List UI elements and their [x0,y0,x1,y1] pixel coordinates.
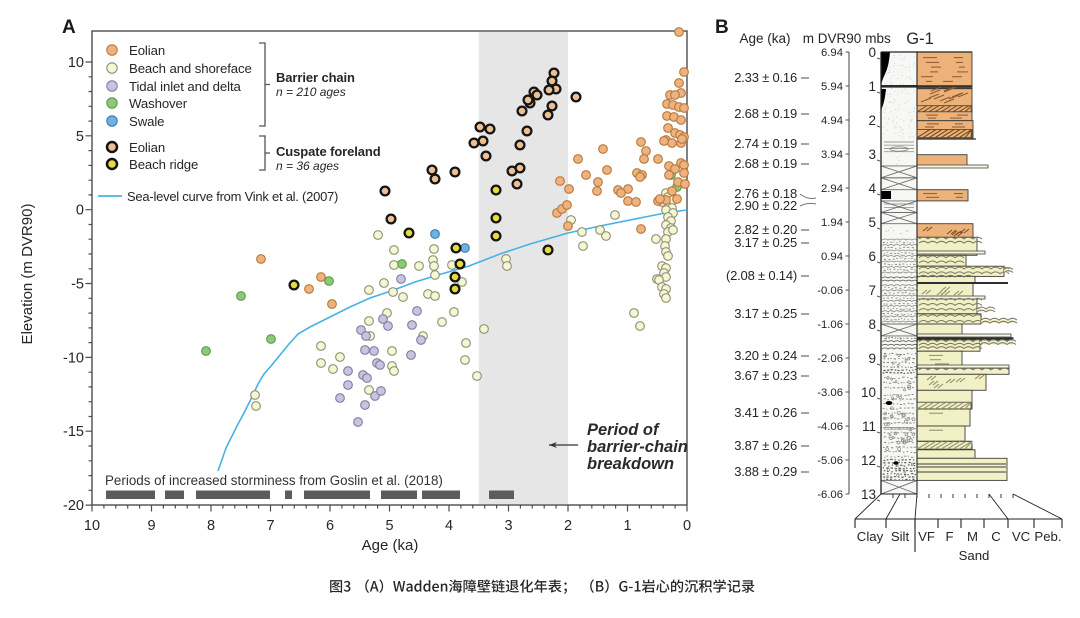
svg-text:Eolian: Eolian [129,43,165,58]
svg-text:2.68 ± 0.19: 2.68 ± 0.19 [734,106,797,121]
svg-text:8: 8 [207,518,215,534]
svg-text:-4.06: -4.06 [817,421,843,433]
svg-text:Period of: Period of [587,421,660,439]
svg-text:C: C [991,529,1001,544]
svg-text:12: 12 [861,453,876,468]
svg-text:3.88 ± 0.29: 3.88 ± 0.29 [734,464,797,479]
svg-text:n = 210 ages: n = 210 ages [276,85,346,99]
svg-text:VC: VC [1012,529,1031,544]
svg-text:1.94: 1.94 [821,217,843,229]
svg-text:4: 4 [445,518,453,534]
svg-text:-3.06: -3.06 [817,387,843,399]
svg-text:0: 0 [868,45,876,60]
svg-text:11: 11 [862,419,876,434]
svg-text:-6.06: -6.06 [817,489,843,501]
svg-text:Age (ka): Age (ka) [739,31,790,46]
svg-text:Cuspate foreland: Cuspate foreland [276,144,381,159]
svg-text:3: 3 [868,147,876,162]
svg-text:Eolian: Eolian [129,140,165,155]
svg-text:Elevation (m DVR90): Elevation (m DVR90) [19,204,36,345]
svg-text:Age (ka): Age (ka) [362,537,419,554]
svg-text:-20: -20 [63,498,84,514]
svg-text:3.17 ± 0.25: 3.17 ± 0.25 [734,235,797,250]
svg-text:F: F [945,529,953,544]
svg-text:Sand: Sand [959,548,990,563]
svg-text:m DVR90: m DVR90 [803,31,862,46]
svg-text:3.17 ± 0.25: 3.17 ± 0.25 [734,306,797,321]
svg-text:3.94: 3.94 [821,149,843,161]
svg-text:6.94: 6.94 [821,47,843,59]
svg-text:-2.06: -2.06 [817,353,843,365]
svg-text:M: M [967,529,978,544]
svg-text:-10: -10 [63,350,84,366]
svg-text:A: A [62,17,76,38]
svg-text:0.94: 0.94 [821,251,843,263]
svg-text:barrier-chain: barrier-chain [587,438,688,456]
svg-text:5.94: 5.94 [821,81,843,93]
svg-text:0: 0 [76,203,84,219]
svg-text:breakdown: breakdown [587,455,674,473]
svg-text:Peb.: Peb. [1034,529,1061,544]
svg-text:10: 10 [861,385,876,400]
svg-text:2.76 ± 0.18: 2.76 ± 0.18 [734,186,797,201]
svg-text:6: 6 [868,249,876,264]
svg-text:Beach and shoreface: Beach and shoreface [129,61,252,76]
svg-text:4.94: 4.94 [821,115,843,127]
svg-text:2: 2 [564,518,572,534]
svg-text:Tidal inlet and delta: Tidal inlet and delta [129,79,242,94]
svg-text:3.41 ± 0.26: 3.41 ± 0.26 [734,405,797,420]
svg-text:1: 1 [623,518,631,534]
svg-text:5: 5 [76,129,84,145]
svg-text:2.74 ± 0.19: 2.74 ± 0.19 [734,136,797,151]
svg-text:(2.08 ± 0.14): (2.08 ± 0.14) [726,268,797,283]
svg-text:7: 7 [266,518,274,534]
svg-text:-15: -15 [63,424,84,440]
svg-text:3.20 ± 0.24: 3.20 ± 0.24 [734,348,797,363]
svg-text:3: 3 [504,518,512,534]
svg-text:G-1: G-1 [906,30,934,48]
svg-text:2: 2 [868,113,876,128]
svg-text:2.90 ± 0.22: 2.90 ± 0.22 [734,198,797,213]
svg-text:Swale: Swale [129,114,164,129]
svg-text:Washover: Washover [129,96,188,111]
svg-text:-5.06: -5.06 [817,455,843,467]
svg-text:1: 1 [868,79,876,94]
svg-text:8: 8 [868,317,876,332]
svg-text:Barrier chain: Barrier chain [276,70,355,85]
svg-text:n = 36 ages: n = 36 ages [276,159,339,173]
svg-text:5: 5 [868,215,876,230]
svg-text:Silt: Silt [891,529,910,544]
svg-text:Clay: Clay [857,529,884,544]
svg-text:Sea-level curve from Vink et a: Sea-level curve from Vink et al. (2007) [127,189,338,204]
svg-text:Beach ridge: Beach ridge [129,157,198,172]
svg-text:Periods of increased stormines: Periods of increased storminess from Gos… [105,473,443,488]
svg-text:5: 5 [385,518,393,534]
svg-text:3.87 ± 0.26: 3.87 ± 0.26 [734,438,797,453]
svg-text:mbs: mbs [865,31,891,46]
svg-text:7: 7 [868,283,876,298]
svg-text:2.33 ± 0.16: 2.33 ± 0.16 [734,70,797,85]
svg-text:2.82 ± 0.20: 2.82 ± 0.20 [734,222,797,237]
svg-text:13: 13 [861,487,876,502]
svg-text:6: 6 [326,518,334,534]
svg-text:9: 9 [868,351,876,366]
svg-text:4: 4 [868,181,876,196]
svg-text:3.67 ± 0.23: 3.67 ± 0.23 [734,368,797,383]
svg-text:10: 10 [68,55,84,71]
svg-text:2.94: 2.94 [821,183,843,195]
svg-text:-5: -5 [71,277,84,293]
svg-text:-1.06: -1.06 [817,319,843,331]
svg-text:9: 9 [147,518,155,534]
svg-text:0: 0 [683,518,691,534]
svg-text:VF: VF [918,529,935,544]
svg-text:-0.06: -0.06 [817,285,843,297]
svg-text:2.68 ± 0.19: 2.68 ± 0.19 [734,156,797,171]
svg-text:B: B [715,17,729,38]
svg-text:10: 10 [84,518,100,534]
